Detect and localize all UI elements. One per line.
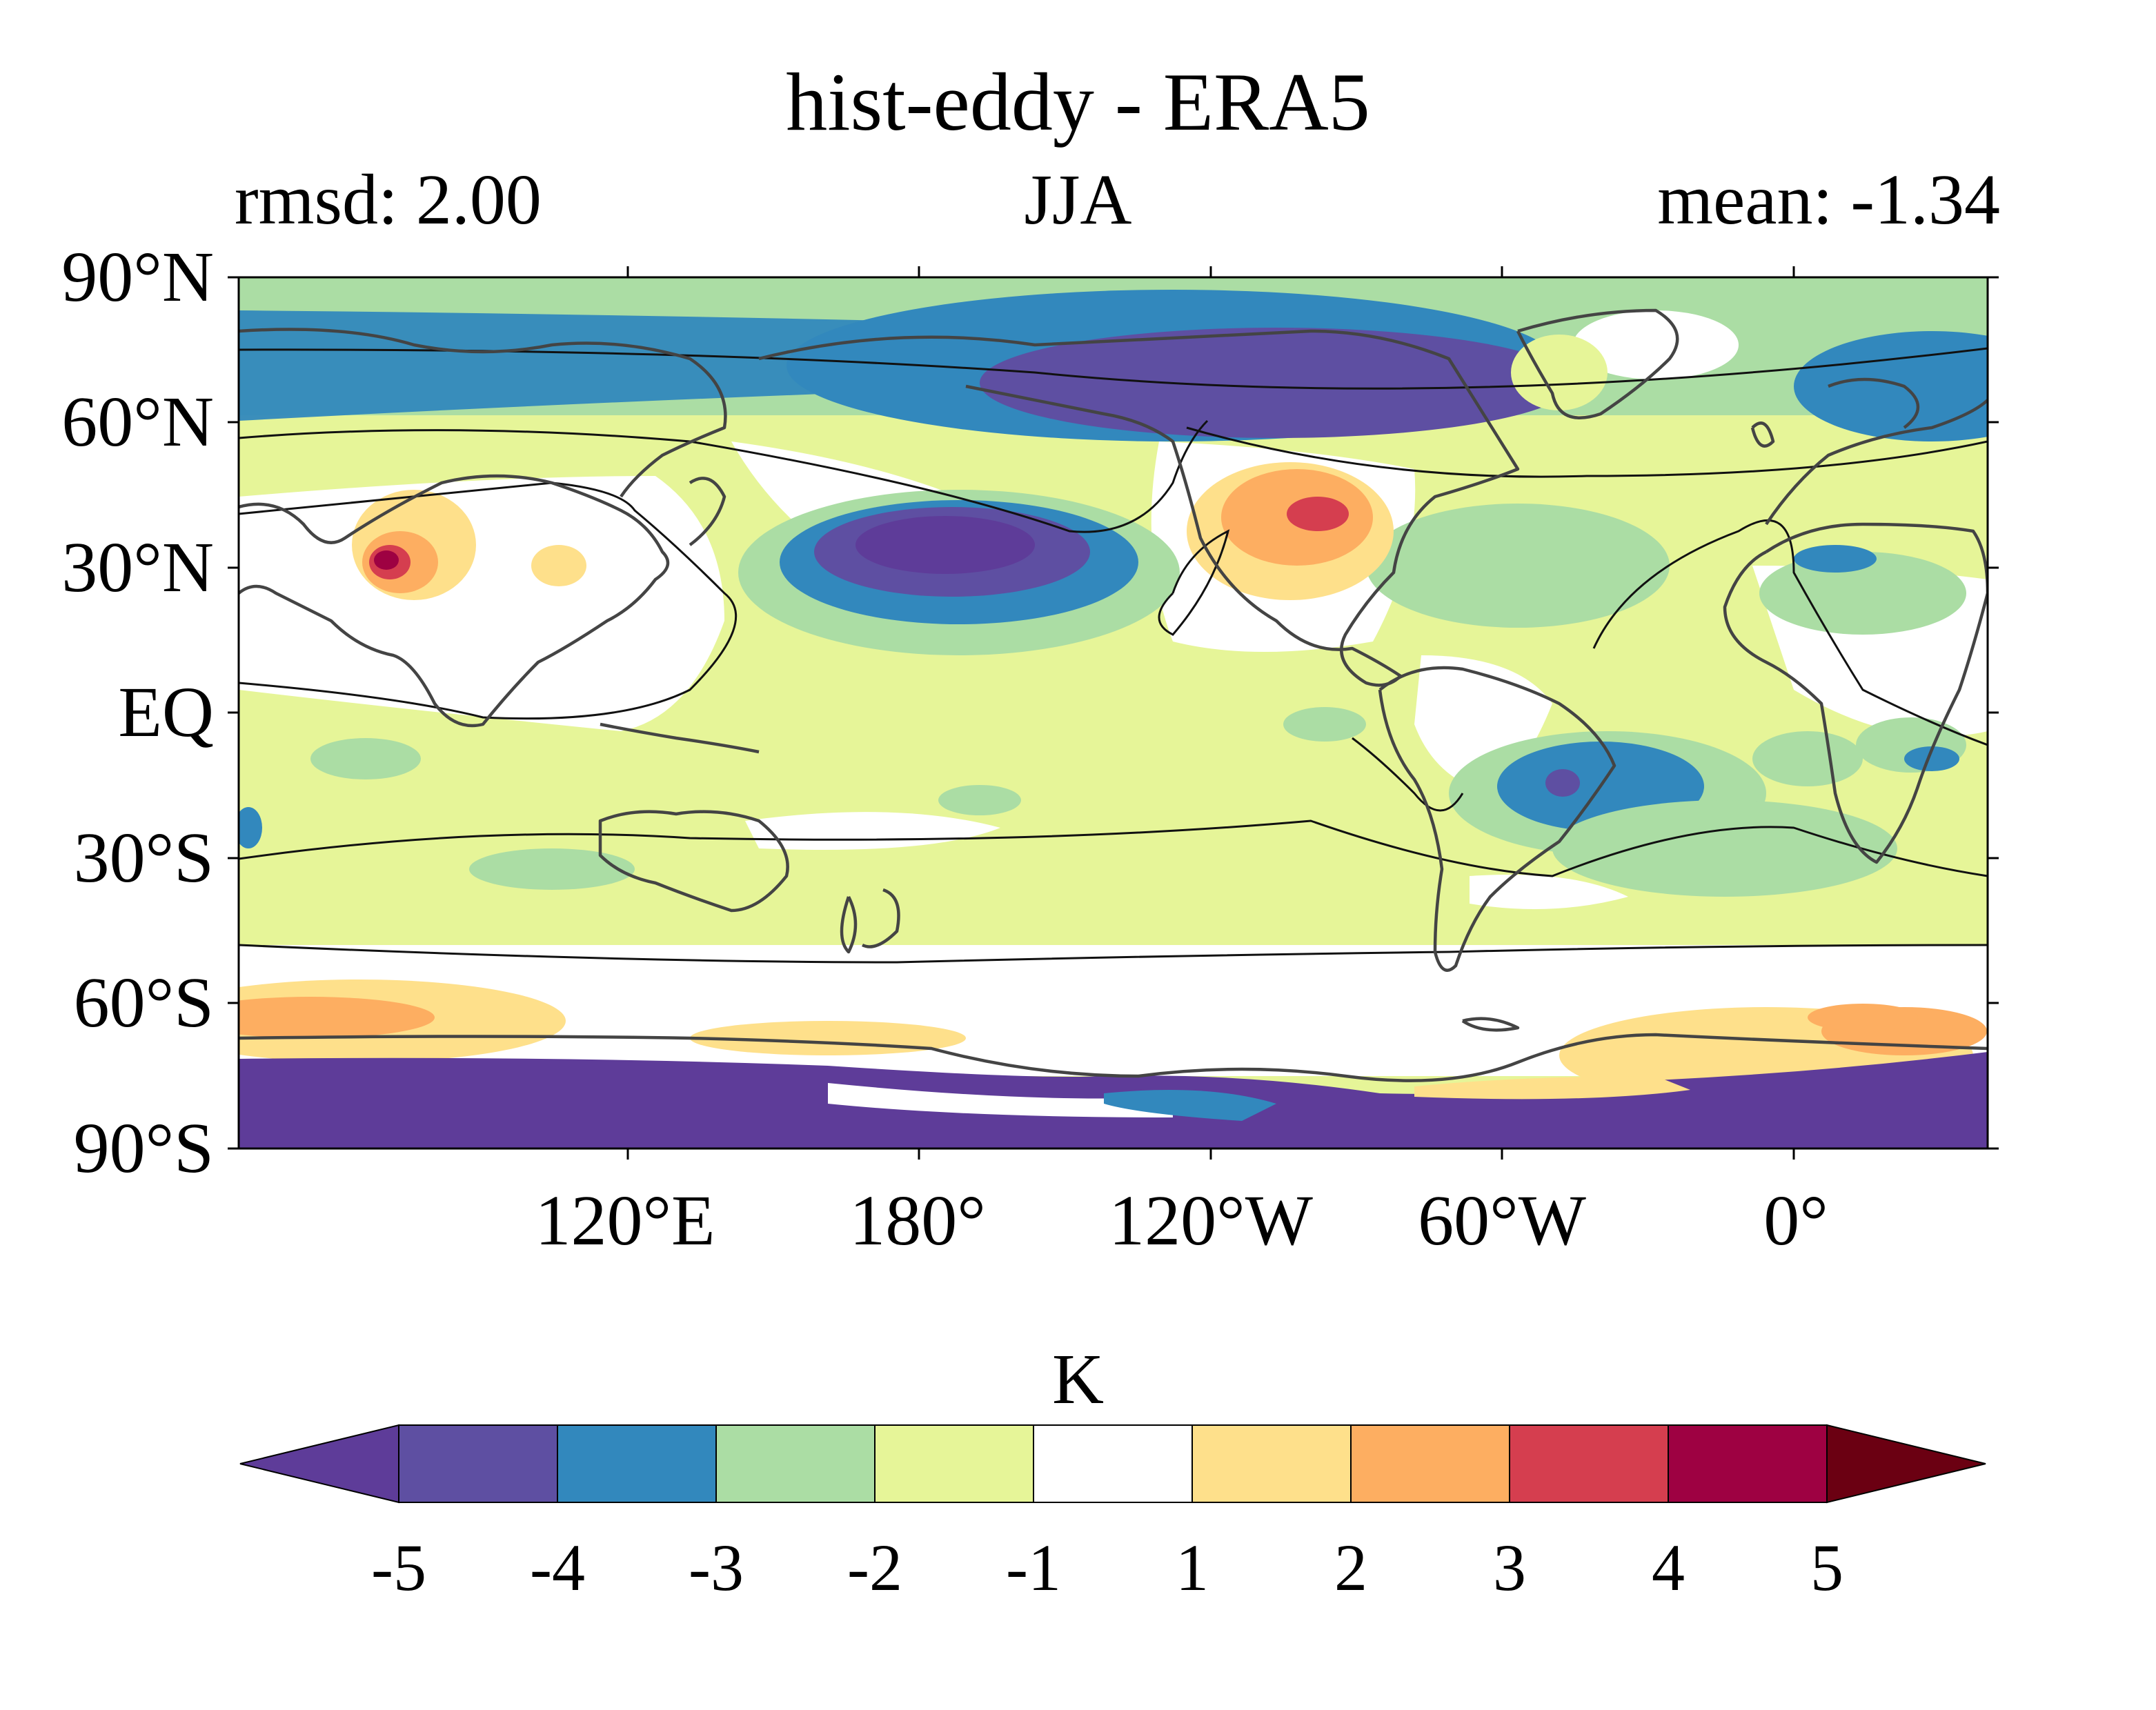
anomaly-field [239, 277, 1988, 1149]
colorbar-bin [398, 1424, 558, 1503]
lon-tick-label: 120°W [1109, 1181, 1313, 1260]
colorbar-bin [715, 1424, 876, 1503]
colorbar-tick-label: -1 [1006, 1531, 1061, 1604]
colorbar-bin [1509, 1424, 1669, 1503]
colorbar-bin [557, 1424, 717, 1503]
colorbar-tick-label: 2 [1334, 1531, 1367, 1604]
mean-label: mean: -1.34 [1657, 160, 2000, 239]
lon-tick-label: 120°E [535, 1181, 715, 1260]
lat-tick-label: 60°N [61, 382, 214, 461]
colorbar-tick-label: 1 [1176, 1531, 1209, 1604]
lat-tick-label: 90°N [61, 237, 214, 317]
lat-tick-label: 90°S [73, 1108, 214, 1188]
lat-tick-label: EQ [118, 673, 214, 752]
colorbar-unit-label: K [1051, 1340, 1105, 1419]
colorbar-under-arrow [239, 1424, 399, 1504]
colorbar-bin [1668, 1424, 1828, 1503]
colorbar-tick-label: -2 [847, 1531, 902, 1604]
colorbar-bin [874, 1424, 1034, 1503]
map-title: hist-eddy - ERA5 [786, 56, 1370, 148]
lat-tick-label: 30°N [61, 528, 214, 607]
colorbar-bin [1033, 1424, 1193, 1503]
lat-tick-label: 30°S [73, 818, 214, 897]
colorbar-tick-label: -3 [689, 1531, 744, 1604]
colorbar-tick-label: 5 [1810, 1531, 1843, 1604]
colorbar [239, 1424, 1986, 1504]
coastlines [239, 308, 1988, 1082]
colorbar-bin [1350, 1424, 1510, 1503]
colorbar-tick-label: -4 [530, 1531, 585, 1604]
colorbar-tick-label: 3 [1493, 1531, 1526, 1604]
contour-lines [239, 347, 1988, 964]
lon-tick-label: 60°W [1418, 1181, 1586, 1260]
colorbar-tick-label: -5 [371, 1531, 426, 1604]
lon-tick-label: 0° [1763, 1181, 1828, 1260]
axis-ticks [228, 266, 1999, 1160]
rmsd-label: rmsd: 2.00 [235, 160, 542, 239]
season-label: JJA [1024, 160, 1132, 239]
colorbar-bin [1191, 1424, 1352, 1503]
colorbar-tick-label: 4 [1652, 1531, 1685, 1604]
colorbar-over-arrow [1826, 1424, 1986, 1504]
lat-tick-label: 60°S [73, 963, 214, 1042]
lon-tick-label: 180° [849, 1181, 986, 1260]
